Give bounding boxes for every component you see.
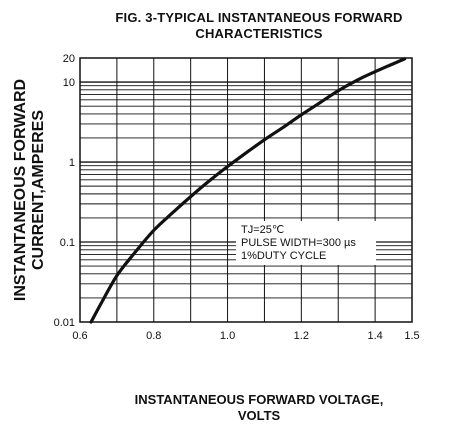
chart-title: FIG. 3-TYPICAL INSTANTANEOUS FORWARD CHA… (60, 10, 458, 42)
axis-ticks: 0.6 0.8 1.0 1.2 1.4 1.5 0.01 0.1 1 10 20 (54, 53, 420, 342)
y-tick-label: 0.01 (54, 317, 75, 329)
x-tick-label: 1.2 (294, 330, 309, 342)
x-tick-label: 0.8 (146, 330, 161, 342)
plot-frame (79, 57, 413, 323)
grid (80, 58, 412, 322)
series-curve (89, 57, 407, 324)
x-axis-label-line-1: INSTANTANEOUS FORWARD VOLTAGE, (134, 392, 384, 407)
annotation-line: 1%DUTY CYCLE (241, 250, 326, 262)
chart-title-line-1: FIG. 3-TYPICAL INSTANTANEOUS FORWARD (115, 10, 403, 25)
x-tick-label: 1.4 (367, 330, 382, 342)
chart-title-line-2: CHARACTERISTICS (195, 26, 323, 41)
annotation-line: PULSE WIDTH=300 µs (241, 237, 356, 249)
annotation-background (236, 221, 376, 265)
x-axis-label-line-2: VOLTS (237, 408, 281, 423)
annotation-line: TJ=25℃ (241, 224, 284, 236)
x-tick-label: 1.0 (220, 330, 235, 342)
y-tick-label: 0.1 (60, 237, 75, 249)
x-tick-label: 1.5 (404, 330, 419, 342)
y-tick-label: 20 (63, 53, 75, 65)
y-tick-label: 10 (63, 77, 75, 89)
x-axis-label: INSTANTANEOUS FORWARD VOLTAGE, VOLTS (60, 392, 458, 424)
forward-current-curve (89, 57, 407, 324)
y-tick-label: 1 (69, 157, 75, 169)
x-tick-label: 0.6 (72, 330, 87, 342)
